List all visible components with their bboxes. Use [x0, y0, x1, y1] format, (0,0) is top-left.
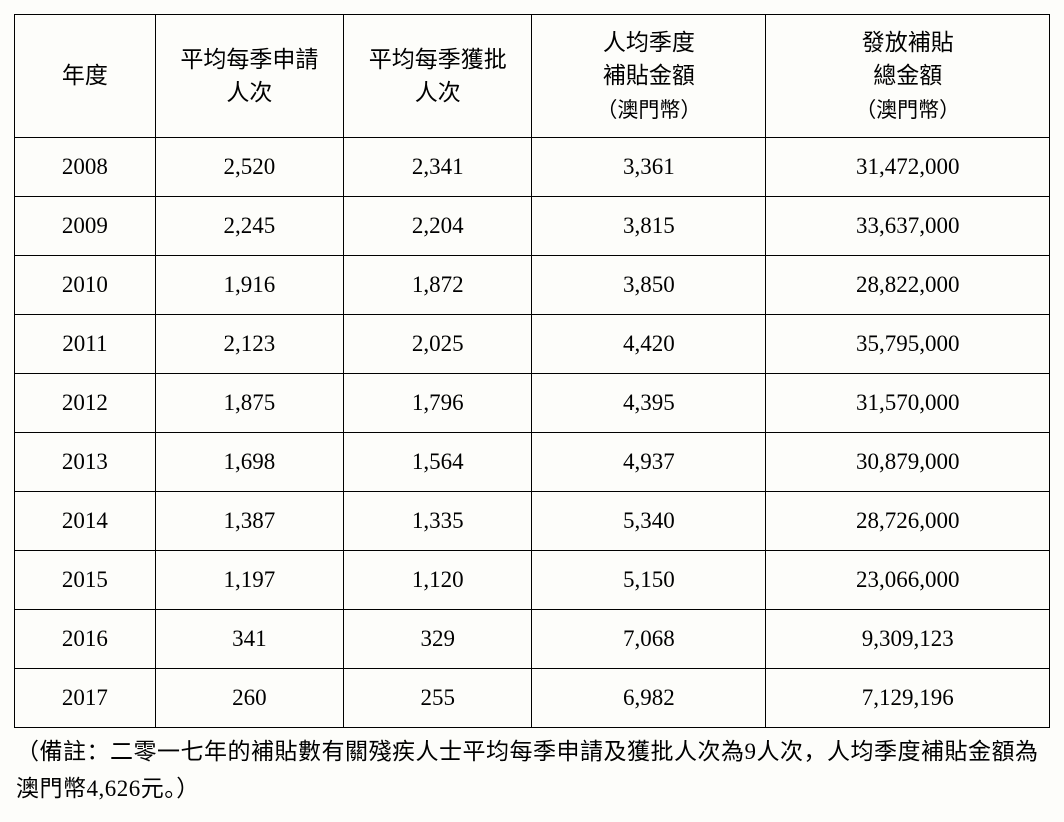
col-header-percapita-line2: 補貼金額 [603, 63, 695, 88]
cell-apply: 341 [155, 610, 343, 669]
col-header-approve-line1: 平均每季獲批 [369, 47, 507, 72]
col-header-total-line1: 發放補貼 [862, 30, 954, 55]
cell-total: 9,309,123 [766, 610, 1050, 669]
cell-apply: 2,123 [155, 315, 343, 374]
cell-percapita: 4,395 [532, 374, 766, 433]
col-header-total-line3: （澳門幣） [855, 98, 960, 122]
cell-apply: 1,916 [155, 256, 343, 315]
table-row: 20151,1971,1205,15023,066,000 [15, 551, 1050, 610]
col-header-total-line2: 總金額 [873, 63, 942, 88]
cell-total: 35,795,000 [766, 315, 1050, 374]
cell-approve: 1,335 [344, 492, 532, 551]
table-row: 20112,1232,0254,42035,795,000 [15, 315, 1050, 374]
cell-year: 2016 [15, 610, 156, 669]
cell-year: 2008 [15, 138, 156, 197]
cell-approve: 2,341 [344, 138, 532, 197]
col-header-year-line1: 年度 [62, 63, 108, 88]
col-header-apply: 平均每季申請 人次 [155, 15, 343, 138]
col-header-percapita-line1: 人均季度 [603, 30, 695, 55]
cell-apply: 2,520 [155, 138, 343, 197]
cell-apply: 1,875 [155, 374, 343, 433]
cell-year: 2010 [15, 256, 156, 315]
table-row: 20121,8751,7964,39531,570,000 [15, 374, 1050, 433]
table-row: 20141,3871,3355,34028,726,000 [15, 492, 1050, 551]
cell-year: 2009 [15, 197, 156, 256]
cell-total: 31,472,000 [766, 138, 1050, 197]
cell-percapita: 5,340 [532, 492, 766, 551]
col-header-apply-line2: 人次 [226, 80, 272, 105]
cell-approve: 329 [344, 610, 532, 669]
cell-percapita: 4,937 [532, 433, 766, 492]
subsidy-table-body: 20082,5202,3413,36131,472,00020092,2452,… [15, 138, 1050, 728]
cell-total: 28,822,000 [766, 256, 1050, 315]
cell-year: 2011 [15, 315, 156, 374]
col-header-percapita: 人均季度 補貼金額 （澳門幣） [532, 15, 766, 138]
cell-approve: 1,796 [344, 374, 532, 433]
footnote: （備註：二零一七年的補貼數有關殘疾人士平均每季申請及獲批人次為9人次，人均季度補… [14, 734, 1050, 808]
cell-total: 23,066,000 [766, 551, 1050, 610]
table-row: 20101,9161,8723,85028,822,000 [15, 256, 1050, 315]
cell-apply: 1,197 [155, 551, 343, 610]
cell-apply: 1,698 [155, 433, 343, 492]
cell-apply: 260 [155, 669, 343, 728]
col-header-apply-line1: 平均每季申請 [180, 47, 318, 72]
cell-year: 2015 [15, 551, 156, 610]
cell-total: 30,879,000 [766, 433, 1050, 492]
cell-total: 31,570,000 [766, 374, 1050, 433]
cell-percapita: 3,815 [532, 197, 766, 256]
cell-apply: 2,245 [155, 197, 343, 256]
table-row: 20163413297,0689,309,123 [15, 610, 1050, 669]
cell-year: 2012 [15, 374, 156, 433]
cell-total: 33,637,000 [766, 197, 1050, 256]
cell-total: 7,129,196 [766, 669, 1050, 728]
cell-percapita: 3,850 [532, 256, 766, 315]
col-header-percapita-line3: （澳門幣） [596, 98, 701, 122]
table-row: 20131,6981,5644,93730,879,000 [15, 433, 1050, 492]
cell-approve: 2,025 [344, 315, 532, 374]
cell-year: 2013 [15, 433, 156, 492]
table-header-row: 年度 平均每季申請 人次 平均每季獲批 人次 人均季度 補貼金額 （澳門幣） 發… [15, 15, 1050, 138]
col-header-approve-line2: 人次 [415, 80, 461, 105]
cell-approve: 1,872 [344, 256, 532, 315]
col-header-approve: 平均每季獲批 人次 [344, 15, 532, 138]
cell-apply: 1,387 [155, 492, 343, 551]
cell-approve: 1,120 [344, 551, 532, 610]
cell-year: 2014 [15, 492, 156, 551]
cell-percapita: 7,068 [532, 610, 766, 669]
col-header-year: 年度 [15, 15, 156, 138]
cell-approve: 2,204 [344, 197, 532, 256]
subsidy-table: 年度 平均每季申請 人次 平均每季獲批 人次 人均季度 補貼金額 （澳門幣） 發… [14, 14, 1050, 728]
col-header-total: 發放補貼 總金額 （澳門幣） [766, 15, 1050, 138]
cell-percapita: 4,420 [532, 315, 766, 374]
cell-year: 2017 [15, 669, 156, 728]
cell-approve: 1,564 [344, 433, 532, 492]
cell-approve: 255 [344, 669, 532, 728]
table-row: 20092,2452,2043,81533,637,000 [15, 197, 1050, 256]
cell-percapita: 3,361 [532, 138, 766, 197]
cell-total: 28,726,000 [766, 492, 1050, 551]
cell-percapita: 5,150 [532, 551, 766, 610]
table-row: 20082,5202,3413,36131,472,000 [15, 138, 1050, 197]
table-row: 20172602556,9827,129,196 [15, 669, 1050, 728]
cell-percapita: 6,982 [532, 669, 766, 728]
